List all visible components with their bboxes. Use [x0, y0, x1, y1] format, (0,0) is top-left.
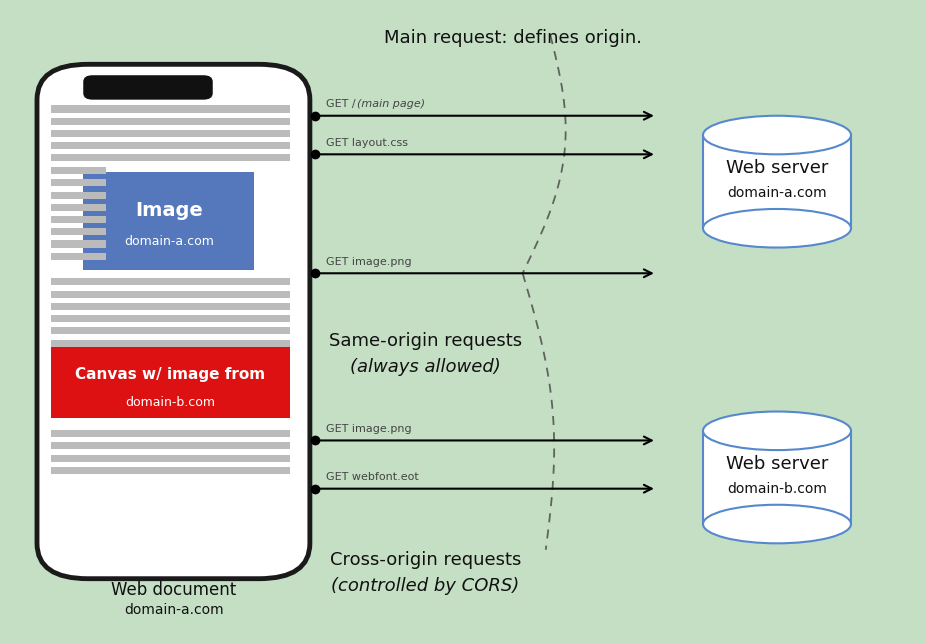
Text: Main request: defines origin.: Main request: defines origin.: [385, 29, 642, 47]
Bar: [51, 130, 290, 137]
Bar: [51, 216, 106, 223]
Bar: [51, 142, 290, 149]
Text: GET webfont.eot: GET webfont.eot: [326, 472, 418, 482]
Bar: [51, 315, 290, 322]
Text: Canvas w/ image from: Canvas w/ image from: [75, 367, 265, 382]
Bar: [51, 240, 106, 248]
Bar: [51, 303, 290, 310]
Bar: [51, 154, 290, 161]
Bar: [51, 467, 290, 474]
Bar: [51, 179, 106, 186]
Text: GET /: GET /: [326, 99, 355, 109]
Bar: [703, 431, 851, 524]
Text: GET image.png: GET image.png: [326, 424, 412, 434]
Text: Web document: Web document: [111, 581, 237, 599]
Text: domain-b.com: domain-b.com: [727, 482, 827, 496]
Bar: [83, 172, 254, 270]
Text: (controlled by CORS): (controlled by CORS): [331, 577, 520, 595]
Ellipse shape: [703, 209, 851, 248]
Bar: [51, 347, 290, 418]
Bar: [703, 135, 851, 228]
Ellipse shape: [703, 412, 851, 450]
Bar: [51, 430, 290, 437]
Bar: [51, 167, 106, 174]
FancyBboxPatch shape: [83, 75, 213, 100]
FancyBboxPatch shape: [37, 64, 310, 579]
Bar: [51, 340, 290, 347]
Text: GET layout.css: GET layout.css: [326, 138, 408, 148]
Text: domain-b.com: domain-b.com: [125, 396, 216, 409]
Ellipse shape: [703, 505, 851, 543]
Text: Web server: Web server: [726, 159, 828, 177]
Text: Cross-origin requests: Cross-origin requests: [330, 551, 521, 569]
Bar: [51, 442, 290, 449]
Bar: [51, 204, 106, 211]
Text: domain-a.com: domain-a.com: [124, 235, 215, 248]
Bar: [51, 364, 290, 371]
Text: domain-a.com: domain-a.com: [727, 186, 827, 200]
Bar: [51, 278, 290, 285]
Text: GET image.png: GET image.png: [326, 257, 412, 267]
Bar: [51, 118, 290, 125]
Bar: [51, 192, 106, 199]
Text: (main page): (main page): [350, 99, 425, 109]
Ellipse shape: [703, 116, 851, 154]
Bar: [51, 253, 106, 260]
Text: Image: Image: [135, 201, 204, 221]
Bar: [51, 105, 290, 113]
Bar: [51, 228, 106, 235]
Bar: [51, 352, 290, 359]
Bar: [51, 327, 290, 334]
Text: (always allowed): (always allowed): [351, 358, 500, 376]
Text: Same-origin requests: Same-origin requests: [329, 332, 522, 350]
Bar: [51, 291, 290, 298]
Text: Web server: Web server: [726, 455, 828, 473]
Bar: [51, 455, 290, 462]
Text: domain-a.com: domain-a.com: [124, 603, 224, 617]
